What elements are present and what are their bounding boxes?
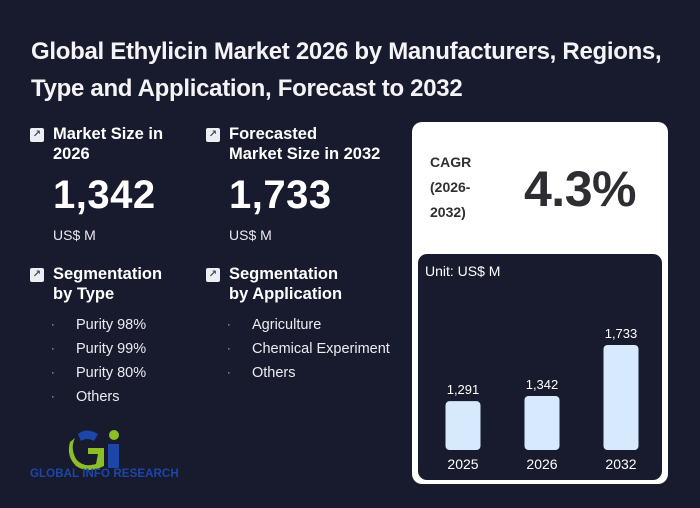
bar-value-label: 1,733	[605, 326, 638, 341]
list-item: · Purity 98%	[51, 317, 147, 333]
bar-value-label: 1,342	[526, 377, 559, 392]
list-item: · Purity 80%	[51, 365, 147, 381]
forecast-label: Forecasted Market Size in 2032	[229, 125, 381, 163]
x-tick-label: 2025	[447, 456, 478, 472]
page-title: Global Ethylicin Market 2026 by Manufact…	[31, 38, 662, 102]
forecast-value: 1,733	[229, 173, 332, 217]
arrow-up-right-icon: ↗	[206, 268, 220, 282]
cagr-label: CAGR (2026- 2032)	[430, 154, 472, 220]
segmentation-type-label: Segmentation by Type	[53, 265, 163, 303]
list-item: · Others	[51, 389, 120, 405]
arrow-up-right-icon: ↗	[30, 128, 44, 142]
type-list: · Purity 98% · Purity 99% · Purity 80% · Oth…	[50, 313, 200, 409]
chart-unit-label: Unit: US$ M	[425, 263, 501, 279]
application-list: · Agriculture · Chemical Experiment · Other…	[226, 313, 406, 385]
cagr-value: 4.3%	[524, 161, 636, 217]
market-size-value: 1,342	[53, 173, 156, 217]
arrow-up-right-icon: ↗	[30, 268, 44, 282]
x-tick-label: 2026	[526, 456, 557, 472]
arrow-up-right-icon: ↗	[206, 128, 220, 142]
forecast-block: ↗ Forecasted Market Size in 2032 1,733 U…	[206, 124, 406, 243]
forecast-unit: US$ M	[229, 227, 272, 243]
bar-2032	[603, 345, 639, 450]
logo-mark-icon	[68, 430, 119, 470]
list-item: · Agriculture	[227, 317, 322, 333]
list-item: · Chemical Experiment	[227, 341, 390, 357]
list-item: · Purity 99%	[51, 341, 147, 357]
x-tick-label: 2032	[605, 456, 636, 472]
global-info-research-logo: GLOBAL INFO RESEARCH	[30, 428, 180, 488]
bar-chart: 1,291 2025 1,342 2026 1,733 2032	[445, 326, 639, 472]
bar-value-label: 1,291	[447, 382, 480, 397]
bar-2025	[445, 401, 481, 450]
logo-text: GLOBAL INFO RESEARCH	[30, 468, 179, 480]
segmentation-application-block: ↗ Segmentation by Application · Agricultu…	[206, 264, 406, 385]
segmentation-type-block: ↗ Segmentation by Type · Purity 98% · Puri…	[30, 264, 200, 409]
bar-2026	[524, 395, 560, 450]
bar-chart-panel: Unit: US$ M 1,291 2025 1,342 2026 1,733 2032	[418, 254, 662, 480]
market-size-block: ↗ Market Size in 2026 1,342 US$ M	[30, 124, 200, 243]
market-size-unit: US$ M	[53, 227, 96, 243]
list-item: · Others	[227, 365, 296, 381]
market-size-label: Market Size in 2026	[53, 125, 164, 163]
segmentation-application-label: Segmentation by Application	[229, 265, 343, 303]
